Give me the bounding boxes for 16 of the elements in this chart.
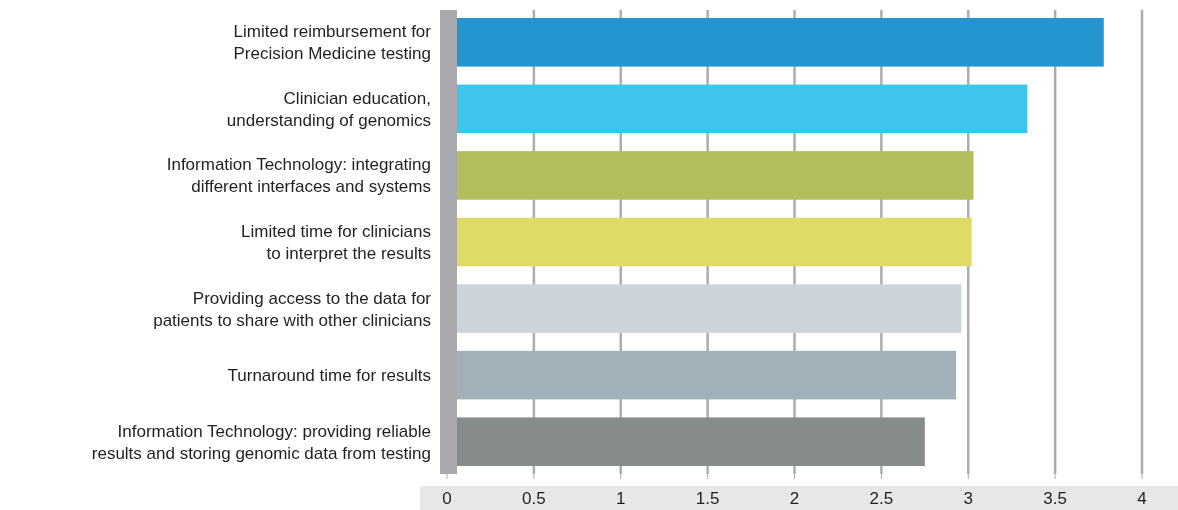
x-tick-label: 1	[616, 489, 626, 508]
y-tick-label: Providing access to the data for patients to share with other clinicians	[153, 288, 432, 330]
x-tick-label: 1.5	[695, 489, 720, 508]
x-tick-label: 0	[442, 489, 452, 508]
y-tick-label: Turnaround time for results	[227, 365, 431, 385]
y-tick-label: Limited reimbursement for Precision Medicine testing	[233, 21, 432, 63]
x-tick-label: 2.5	[869, 489, 894, 508]
x-tick-label: 0.5	[522, 489, 546, 508]
y-tick-label: Information Technology: integrating different interfaces and systems	[166, 154, 431, 196]
y-tick-label: Limited time for clinicians to interpret the results	[241, 221, 431, 263]
y-tick-label: Clinician education, understanding of genomics	[226, 88, 431, 130]
x-tick-label: 4	[1137, 489, 1147, 508]
x-tick-label: 3	[963, 489, 973, 508]
x-tick-label: 3.5	[1043, 489, 1067, 508]
y-tick-label: Information Technology: providing reliable results and storing genomic data from testing	[91, 421, 431, 463]
x-tick-label: 2	[789, 489, 800, 508]
